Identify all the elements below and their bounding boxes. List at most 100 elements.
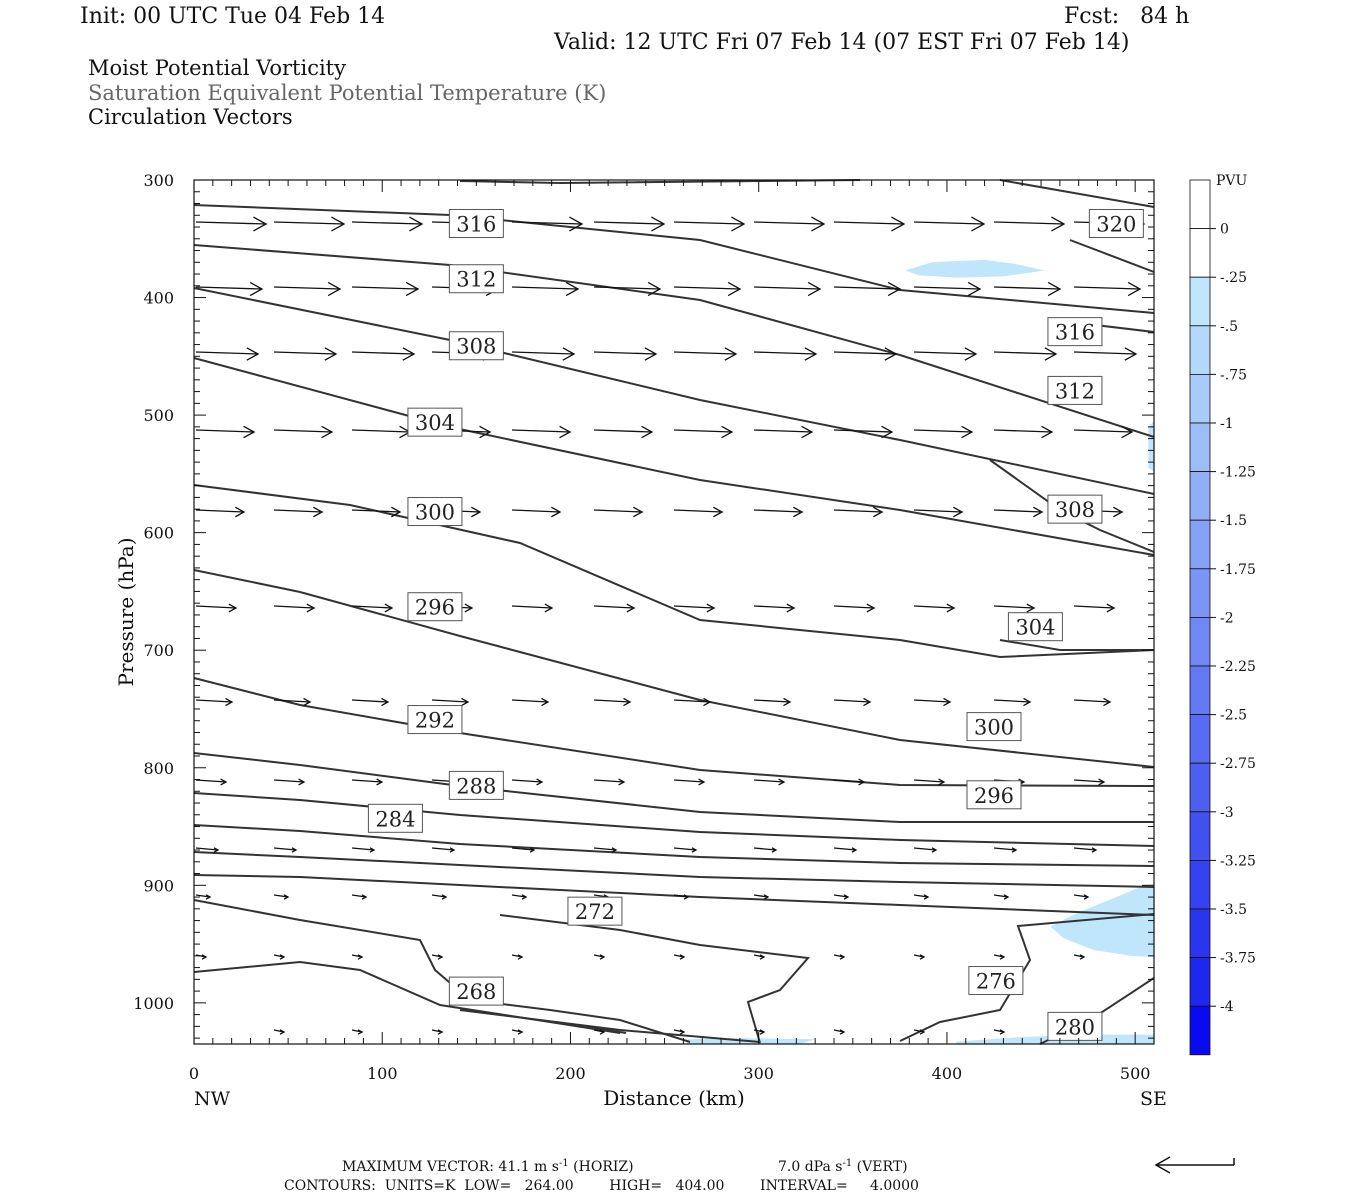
vector-shaft — [511, 779, 543, 783]
vert-text: 7.0 dPa s — [778, 1159, 842, 1175]
vector-shaft — [273, 847, 297, 851]
vector-shaft — [195, 779, 227, 783]
vector-head — [679, 1029, 686, 1035]
vector-shaft — [593, 286, 661, 290]
contour-line — [193, 204, 1155, 314]
y-tick-label: 700 — [143, 641, 174, 660]
vector-shaft — [195, 286, 263, 290]
vector-shaft — [913, 509, 963, 513]
contour-label: 304 — [1007, 612, 1063, 642]
vector-shaft — [593, 894, 609, 898]
plot-frame — [193, 179, 1155, 1045]
x-tick-label: 200 — [555, 1064, 586, 1083]
contour-label-box — [1047, 1011, 1103, 1041]
init-time: Init: 00 UTC Tue 04 Feb 14 — [80, 4, 386, 29]
vector-shaft — [593, 509, 643, 513]
vector-head — [327, 281, 342, 297]
vector-shaft — [913, 605, 955, 609]
contour-label-text: 308 — [1055, 498, 1095, 522]
vector-shaft — [833, 286, 901, 290]
colorbar-label: -2.25 — [1220, 659, 1256, 675]
axes: 0 100 200 300 400 500 300 400 500 600 700 800 900 100… — [133, 171, 1154, 1083]
x-tick-label: 500 — [1120, 1064, 1151, 1083]
vector-shaft — [1073, 351, 1137, 355]
vector-shaft — [753, 429, 813, 433]
vector-shaft — [431, 847, 455, 851]
vector-shaft — [833, 429, 893, 433]
vector-head — [611, 847, 618, 853]
vector-shaft — [351, 847, 375, 851]
contour-label-text: 292 — [415, 709, 455, 733]
vector-head — [943, 697, 952, 707]
colorbar-swatch — [1189, 617, 1211, 667]
contour-line — [193, 484, 1155, 659]
vector-shaft — [993, 605, 1035, 609]
vector-shaft — [1073, 894, 1089, 898]
vector-head — [437, 1029, 444, 1035]
colorbar-swatch — [1189, 471, 1211, 521]
vector-head — [569, 216, 584, 232]
contour-label: 280 — [1047, 1011, 1103, 1041]
contour-label-box — [966, 780, 1022, 810]
contour-label-box — [448, 976, 504, 1006]
colorbar-label: -4 — [1220, 999, 1234, 1015]
vector-head — [246, 347, 260, 361]
vector-shaft — [753, 894, 769, 898]
pv-colorbar: 0 -.25 -.5 -.75 -1 -1.25 -1.5 -1.75 -2 -2.25 -2.5 -… — [1189, 179, 1256, 1056]
vector-shaft — [673, 779, 705, 783]
x-end-left-label: NW — [194, 1088, 231, 1110]
vector-head — [324, 347, 338, 361]
vector-shaft — [753, 699, 791, 703]
title-mpv: Moist Potential Vorticity — [88, 56, 346, 80]
vector-head — [731, 216, 746, 232]
y-axis-label: Pressure (hPa) — [114, 538, 138, 687]
vector-shaft — [273, 894, 289, 898]
vector-head — [931, 847, 938, 853]
vector-shaft — [673, 605, 715, 609]
contour-label: 320 — [1088, 208, 1144, 238]
vector-head — [999, 1029, 1006, 1035]
colorbar-label: 0 — [1220, 222, 1229, 238]
vector-head — [721, 425, 734, 439]
contour-label-box — [1047, 317, 1103, 347]
vector-shaft — [1073, 779, 1105, 783]
vector-shaft — [833, 847, 857, 851]
vector-shaft — [913, 847, 937, 851]
colorbar-label: -2 — [1220, 610, 1234, 626]
vector-shaft — [673, 286, 741, 290]
vector-head — [1121, 425, 1134, 439]
vector-head — [541, 697, 550, 707]
contour-line — [1069, 239, 1155, 273]
vector-head — [1127, 281, 1142, 297]
vector-head — [839, 1029, 846, 1035]
vector-shaft — [1073, 699, 1111, 703]
contour-line — [193, 792, 1155, 847]
vector-head — [464, 603, 474, 613]
vector-shaft — [593, 779, 625, 783]
contour-label: 296 — [966, 780, 1022, 810]
pv-region-lower-right — [1050, 884, 1154, 958]
vector-shaft — [913, 429, 973, 433]
contour-label-box — [1047, 494, 1103, 524]
vector-head — [953, 506, 964, 518]
vector-head — [201, 954, 208, 960]
vector-head — [783, 697, 792, 707]
contour-line — [193, 287, 1155, 495]
vector-shaft — [913, 221, 985, 225]
colorbar-label: -1.75 — [1220, 562, 1256, 578]
vector-head — [1106, 603, 1116, 613]
vector-head — [369, 847, 376, 853]
vector-head — [679, 954, 686, 960]
vector-shaft — [351, 699, 389, 703]
contour-label-text: 312 — [1055, 379, 1095, 403]
vector-head — [279, 1029, 286, 1035]
colorbar-swatch — [1189, 957, 1211, 1007]
contour-label: 292 — [407, 705, 463, 735]
vector-head — [331, 216, 346, 232]
vector-head — [771, 847, 778, 853]
vector-shaft — [511, 605, 553, 609]
vector-head — [565, 281, 580, 297]
vector-head — [1026, 603, 1036, 613]
colorbar-label: -.25 — [1220, 270, 1247, 286]
contour-label: 288 — [448, 770, 504, 800]
